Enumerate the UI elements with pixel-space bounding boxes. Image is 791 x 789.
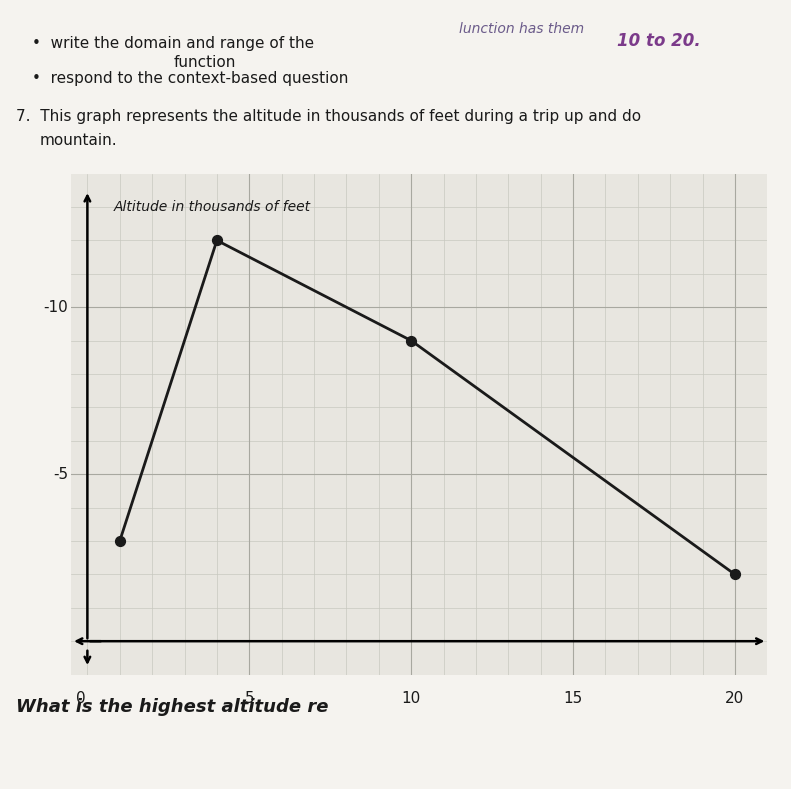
Text: •  write the domain and range of the: • write the domain and range of the — [32, 36, 314, 50]
Text: 10: 10 — [402, 691, 421, 706]
Text: Altitude in thousands of feet: Altitude in thousands of feet — [113, 200, 310, 215]
Text: 15: 15 — [563, 691, 583, 706]
Text: 0: 0 — [76, 691, 85, 706]
Point — [113, 535, 126, 548]
Text: -10: -10 — [44, 300, 68, 315]
Text: mountain.: mountain. — [40, 133, 117, 148]
Text: lunction has them: lunction has them — [459, 22, 584, 36]
Text: 20: 20 — [725, 691, 744, 706]
Text: -5: -5 — [53, 466, 68, 482]
Text: 5: 5 — [244, 691, 254, 706]
Text: 10 to 20.: 10 to 20. — [617, 32, 701, 50]
Text: function: function — [174, 55, 237, 70]
Point — [729, 568, 741, 581]
Text: What is the highest altitude re: What is the highest altitude re — [16, 698, 328, 716]
Point — [210, 234, 223, 247]
Text: 7.  This graph represents the altitude in thousands of feet during a trip up and: 7. This graph represents the altitude in… — [16, 109, 641, 124]
Text: •  respond to the context-based question: • respond to the context-based question — [32, 71, 348, 86]
Point — [405, 335, 418, 347]
